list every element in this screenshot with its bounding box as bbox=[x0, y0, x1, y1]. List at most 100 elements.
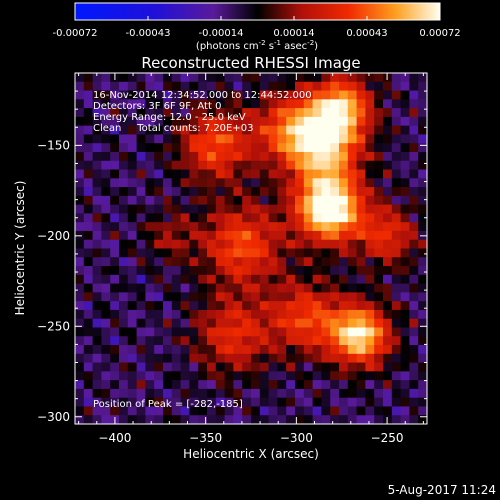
y-tick-label: −250 bbox=[37, 319, 70, 333]
heatmap-cell bbox=[180, 169, 190, 179]
heatmap-cell bbox=[163, 257, 173, 267]
heatmap-cell bbox=[356, 99, 366, 109]
heatmap-cell bbox=[154, 353, 164, 363]
heatmap-cell bbox=[233, 292, 243, 302]
heatmap-cell bbox=[233, 230, 243, 241]
heatmap-cell bbox=[189, 160, 199, 170]
heatmap-cell bbox=[251, 160, 261, 170]
heatmap-cell bbox=[136, 134, 146, 144]
heatmap-cell bbox=[127, 195, 137, 206]
heatmap-cell bbox=[207, 116, 217, 127]
heatmap-cell bbox=[180, 81, 190, 91]
heatmap-cell bbox=[101, 90, 111, 100]
heatmap-cell bbox=[303, 362, 313, 372]
heatmap-cell bbox=[259, 99, 269, 109]
heatmap-cell bbox=[215, 380, 225, 390]
heatmap-cell bbox=[365, 195, 375, 206]
heatmap-cell bbox=[154, 134, 164, 144]
heatmap-cell bbox=[365, 222, 375, 232]
heatmap-cell bbox=[119, 327, 129, 337]
heatmap-cell bbox=[154, 125, 164, 135]
heatmap-cell bbox=[330, 178, 340, 188]
heatmap-cell bbox=[233, 116, 243, 127]
heatmap-cell bbox=[312, 239, 322, 249]
heatmap-cell bbox=[233, 415, 243, 424]
heatmap-cell bbox=[171, 143, 181, 153]
heatmap-cell bbox=[409, 222, 419, 232]
heatmap-cell bbox=[83, 108, 93, 118]
heatmap-cell bbox=[277, 151, 287, 162]
heatmap-cell bbox=[391, 125, 401, 135]
heatmap-cell bbox=[119, 81, 129, 91]
heatmap-cell bbox=[145, 292, 155, 302]
heatmap-cell bbox=[268, 309, 278, 320]
heatmap-cell bbox=[356, 406, 366, 416]
heatmap-cell bbox=[391, 239, 401, 249]
heatmap-cell bbox=[400, 318, 410, 328]
heatmap-cell bbox=[259, 327, 269, 337]
heatmap-cell bbox=[339, 230, 349, 241]
heatmap-cell bbox=[92, 397, 102, 407]
heatmap-cell bbox=[339, 283, 349, 293]
heatmap-cell bbox=[268, 248, 278, 258]
heatmap-cell bbox=[347, 283, 357, 293]
heatmap-cell bbox=[92, 213, 102, 223]
heatmap-cell bbox=[356, 90, 366, 100]
heatmap-cell bbox=[418, 151, 427, 162]
colorbar-tick-label: 0.00072 bbox=[419, 28, 460, 39]
heatmap-cell bbox=[198, 248, 208, 258]
heatmap-cell bbox=[163, 345, 173, 355]
heatmap-cell bbox=[347, 318, 357, 328]
heatmap-cell bbox=[180, 353, 190, 363]
heatmap-cell bbox=[163, 415, 173, 424]
heatmap-cell bbox=[356, 134, 366, 144]
heatmap-cell bbox=[163, 143, 173, 153]
heatmap-cell bbox=[215, 283, 225, 293]
heatmap-cell bbox=[347, 187, 357, 197]
heatmap-cell bbox=[75, 406, 85, 416]
heatmap-cell bbox=[312, 169, 322, 179]
heatmap-cell bbox=[101, 151, 111, 162]
heatmap-cell bbox=[83, 169, 93, 179]
heatmap-cell bbox=[312, 125, 322, 135]
heatmap-cell bbox=[312, 274, 322, 285]
heatmap-cell bbox=[224, 116, 234, 127]
heatmap-cell bbox=[277, 257, 287, 267]
heatmap-cell bbox=[233, 81, 243, 91]
heatmap-cell bbox=[224, 301, 234, 311]
x-tick-label: −250 bbox=[371, 431, 404, 445]
heatmap-cell bbox=[171, 415, 181, 424]
heatmap-cell bbox=[83, 125, 93, 135]
heatmap-cell bbox=[356, 371, 366, 381]
heatmap-cell bbox=[171, 160, 181, 170]
heatmap-cell bbox=[251, 292, 261, 302]
heatmap-cell bbox=[383, 248, 393, 258]
heatmap-cell bbox=[154, 230, 164, 241]
heatmap-cell bbox=[374, 81, 384, 91]
heatmap-cell bbox=[101, 99, 111, 109]
heatmap-cell bbox=[189, 195, 199, 206]
heatmap-cell bbox=[339, 160, 349, 170]
heatmap-cell bbox=[233, 362, 243, 372]
heatmap-cell bbox=[180, 248, 190, 258]
heatmap-cell bbox=[383, 397, 393, 407]
heatmap-cell bbox=[154, 388, 164, 399]
heatmap-cell bbox=[347, 380, 357, 390]
heatmap-cell bbox=[207, 353, 217, 363]
heatmap-cell bbox=[136, 99, 146, 109]
heatmap-cell bbox=[145, 239, 155, 249]
heatmap-cell bbox=[365, 353, 375, 363]
heatmap-cell bbox=[233, 239, 243, 249]
heatmap-cell bbox=[330, 230, 340, 241]
heatmap-cell bbox=[101, 230, 111, 241]
heatmap-cell bbox=[207, 371, 217, 381]
heatmap-cell bbox=[339, 318, 349, 328]
heatmap-cell bbox=[400, 204, 410, 214]
heatmap-cell bbox=[189, 116, 199, 127]
heatmap-cell bbox=[418, 380, 427, 390]
heatmap-cell bbox=[356, 222, 366, 232]
heatmap-cell bbox=[242, 73, 252, 83]
heatmap-cell bbox=[312, 371, 322, 381]
heatmap-cell bbox=[321, 266, 331, 276]
heatmap-cell bbox=[295, 406, 305, 416]
